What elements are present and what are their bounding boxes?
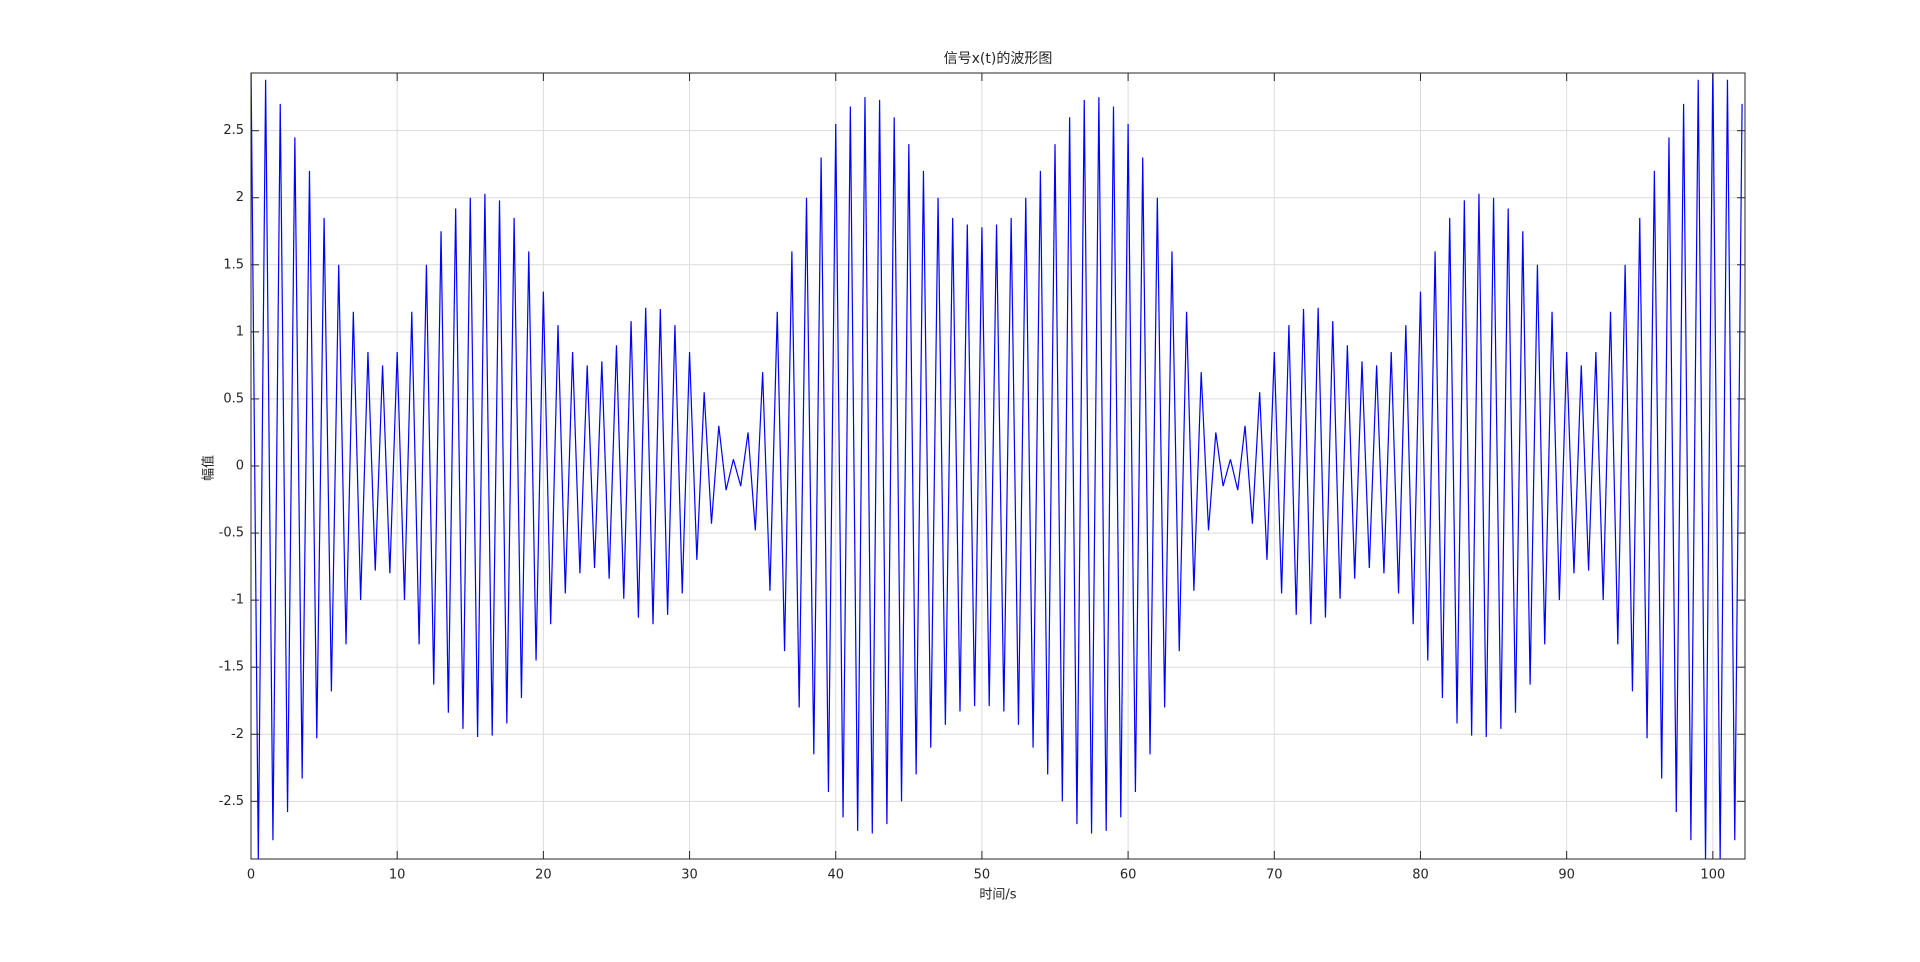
x-tick-label: 30: [681, 868, 698, 883]
chart-title: 信号x(t)的波形图: [944, 51, 1053, 67]
y-tick-label: 2: [236, 190, 244, 205]
grid: [250, 73, 1745, 859]
x-tick-label: 60: [1120, 868, 1137, 883]
y-tick-label: 0.5: [223, 391, 244, 406]
y-tick-label: 0: [236, 459, 244, 474]
x-tick-label: 70: [1266, 868, 1283, 883]
ticks: 0 10 20 30 40 50 60 70 80 90 100 -2.5 -2 -1.5 -1 -0.5 0 0…: [219, 73, 1745, 883]
x-tick-label: 90: [1558, 868, 1575, 883]
x-axis-label: 时间/s: [979, 888, 1016, 903]
x-tick-label: 40: [827, 868, 844, 883]
y-tick-label: -1: [231, 593, 244, 608]
x-tick-label: 0: [247, 868, 255, 883]
y-tick-label: -0.5: [219, 526, 244, 541]
x-tick-label: 20: [535, 868, 552, 883]
x-tick-label: 10: [389, 868, 406, 883]
y-tick-label: -2.5: [219, 794, 244, 809]
x-tick-label: 100: [1700, 868, 1725, 883]
x-tick-label: 80: [1412, 868, 1429, 883]
y-tick-label: 2.5: [223, 123, 244, 138]
y-tick-label: -2: [231, 727, 244, 742]
y-tick-label: 1: [236, 324, 244, 339]
y-tick-label: -1.5: [219, 660, 244, 675]
plot-area: [251, 73, 1743, 859]
signal-line: [251, 73, 1743, 859]
x-tick-label: 50: [974, 868, 991, 883]
y-axis-label: 幅值: [201, 455, 217, 481]
y-tick-label: 1.5: [223, 257, 244, 272]
